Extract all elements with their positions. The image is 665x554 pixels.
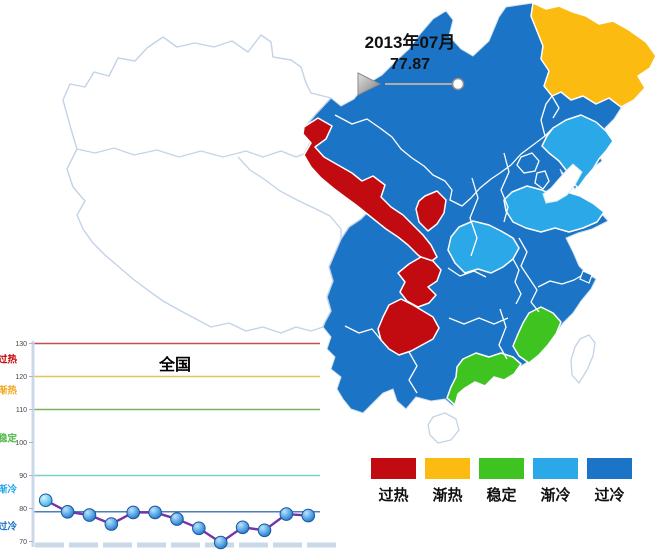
data-point-1[interactable] — [38, 493, 53, 508]
data-point-5[interactable] — [126, 505, 141, 520]
region-heilongjiang[interactable] — [530, 2, 657, 108]
legend-item-5[interactable]: 过冷 — [587, 458, 632, 505]
legend-swatch — [479, 458, 524, 479]
y-tick-label: 100 — [15, 440, 27, 447]
timeline-period-label: 2013年07月 — [364, 33, 456, 52]
data-point-13[interactable] — [301, 508, 316, 523]
legend-label: 渐冷 — [540, 487, 571, 504]
timeline-control — [357, 72, 465, 96]
region-henan[interactable] — [447, 220, 520, 274]
y-tick-label: 70 — [19, 539, 27, 546]
data-point-12[interactable] — [279, 507, 294, 521]
zone-label-过热: 过热 — [0, 354, 18, 366]
region-guangdong[interactable] — [446, 352, 522, 406]
data-point-8[interactable] — [192, 521, 206, 536]
chart-title: 全国 — [158, 357, 191, 374]
legend-swatch — [533, 458, 578, 479]
y-tick-label: 120 — [15, 374, 27, 381]
y-tick-label: 110 — [16, 407, 27, 414]
province-borders — [334, 95, 587, 394]
timeline-slider-handle[interactable] — [451, 77, 465, 91]
legend-label: 过热 — [378, 487, 409, 504]
zone-label-过冷: 过冷 — [0, 520, 18, 532]
data-point-10[interactable] — [235, 520, 250, 535]
legend-swatch — [587, 458, 632, 479]
data-point-2[interactable] — [60, 505, 75, 519]
y-tick-label: 130 — [15, 341, 27, 348]
y-tick-label: 80 — [19, 506, 27, 513]
legend-label: 稳定 — [486, 487, 517, 504]
legend-item-3[interactable]: 稳定 — [479, 458, 524, 505]
border-xinjiang-south — [76, 147, 305, 158]
bohai-sea — [542, 163, 583, 204]
legend-swatch — [425, 458, 470, 479]
region-xinjiang-xizang-qinghai[interactable] — [62, 34, 372, 334]
region-taiwan[interactable] — [570, 334, 596, 384]
region-ningxia[interactable] — [415, 190, 447, 232]
legend-item-2[interactable]: 渐热 — [425, 458, 470, 505]
data-point-4[interactable] — [104, 517, 119, 531]
legend-label: 过冷 — [594, 487, 625, 504]
region-shanghai[interactable] — [579, 270, 593, 284]
region-gansu[interactable] — [302, 117, 438, 264]
data-point-3[interactable] — [82, 508, 97, 522]
legend-item-4[interactable]: 渐冷 — [533, 458, 578, 505]
region-beijing[interactable] — [516, 152, 540, 174]
legend-item-1[interactable]: 过热 — [371, 458, 416, 505]
legend: 过热 渐热 稳定 渐冷 过冷 — [371, 458, 632, 505]
region-fujian[interactable] — [512, 306, 562, 364]
zone-label-渐热: 渐热 — [0, 385, 18, 397]
data-point-11[interactable] — [257, 523, 272, 538]
data-point-6[interactable] — [148, 505, 162, 520]
national-index-value: 77.87 — [389, 56, 431, 73]
y-tick-label: 90 — [19, 473, 27, 480]
data-point-7[interactable] — [170, 512, 184, 526]
border-qinghai-xizang — [237, 156, 342, 239]
zone-label-渐冷: 渐冷 — [0, 484, 18, 496]
region-hainan[interactable] — [427, 412, 460, 444]
region-guizhou[interactable] — [377, 298, 440, 356]
data-point-9[interactable] — [213, 535, 228, 550]
legend-label: 渐热 — [432, 487, 463, 504]
zone-label-稳定: 稳定 — [0, 432, 18, 444]
play-button-icon[interactable] — [357, 72, 382, 96]
legend-swatch — [371, 458, 416, 479]
region-tianjin[interactable] — [534, 170, 550, 190]
region-chongqing[interactable] — [397, 256, 442, 308]
region-liaoning[interactable] — [541, 114, 614, 189]
